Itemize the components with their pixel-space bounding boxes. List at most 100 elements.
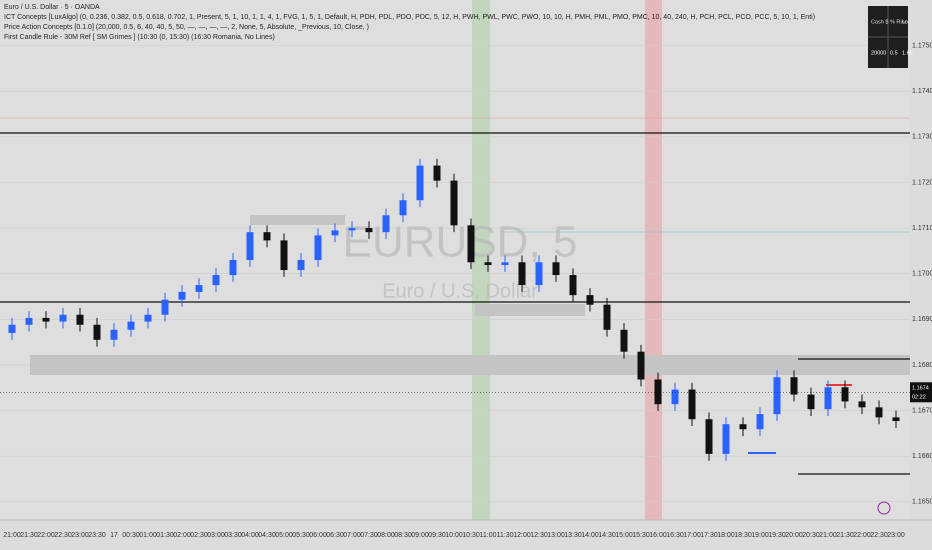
x-tick-label: 20:30: [802, 532, 820, 539]
x-tick-label: 18:00: [717, 532, 735, 539]
x-tick-label: 07:00: [343, 532, 361, 539]
candle-body: [195, 285, 203, 292]
candle-body: [331, 230, 339, 236]
candle-body: [620, 329, 628, 352]
x-tick-label: 03:30: [224, 532, 242, 539]
candle-body: [603, 304, 611, 330]
candle-body: [484, 262, 492, 266]
candle-body: [42, 317, 50, 322]
x-tick-label: 08:00: [377, 532, 395, 539]
candle-body: [586, 295, 594, 305]
x-tick-label: 05:30: [292, 532, 310, 539]
candle-body: [637, 351, 645, 380]
x-tick-label: 04:30: [258, 532, 276, 539]
x-tick-label: 02:00: [173, 532, 191, 539]
y-tick-label: 1.16500: [912, 499, 932, 506]
y-tick-label: 1.17200: [912, 179, 932, 186]
x-tick-label: 22:30: [54, 532, 72, 539]
y-tick-label: 1.17000: [912, 271, 932, 278]
candle-body: [314, 235, 322, 260]
x-tick-label: 16:00: [649, 532, 667, 539]
candle-body: [841, 387, 849, 402]
candle-body: [144, 314, 152, 322]
x-tick-label: 21:30: [20, 532, 38, 539]
x-tick-label: 22:00: [853, 532, 871, 539]
candle-body: [8, 324, 16, 333]
x-tick-label: 23:00: [887, 532, 905, 539]
x-tick-label: 12:00: [513, 532, 531, 539]
candle-body: [688, 389, 696, 420]
y-tick-label: 1.16900: [912, 316, 932, 323]
x-tick-label: 13:00: [547, 532, 565, 539]
y-tick-label: 1.17100: [912, 225, 932, 232]
candle-body: [399, 200, 407, 216]
x-tick-label: 09:00: [411, 532, 429, 539]
candle-body: [858, 401, 866, 408]
session-band: [472, 0, 490, 520]
table-header: % Risc: [890, 19, 907, 25]
candle-body: [212, 275, 220, 286]
x-tick-label: 14:00: [581, 532, 599, 539]
x-tick-label: 07:30: [360, 532, 378, 539]
candle-body: [93, 324, 101, 340]
candle-body: [654, 379, 662, 405]
x-tick-label: 17: [110, 532, 118, 539]
plot-area: [0, 0, 910, 520]
x-tick-label: 18:30: [734, 532, 752, 539]
y-tick-label: 1.17500: [912, 42, 932, 49]
x-tick-label: 15:30: [632, 532, 650, 539]
indicator-label: First Candle Rule - 30M Ref [ SM Grimes …: [4, 34, 275, 41]
candle-body: [348, 228, 356, 231]
candle-body: [178, 291, 186, 300]
x-tick-label: 22:00: [37, 532, 55, 539]
x-tick-label: 15:00: [615, 532, 633, 539]
x-tick-label: 11:00: [480, 532, 497, 539]
last-price-label: 1.1674: [912, 386, 929, 392]
x-tick-label: 20:00: [785, 532, 803, 539]
candle-body: [110, 329, 118, 340]
x-tick-label: 12:30: [530, 532, 548, 539]
y-tick-label: 1.16800: [912, 362, 932, 369]
x-tick-label: 06:30: [326, 532, 344, 539]
candle-body: [790, 377, 798, 395]
event-icon[interactable]: [877, 501, 891, 515]
candle-body: [433, 165, 441, 181]
candle-body: [773, 377, 781, 415]
watermark: EURUSD, 5: [343, 218, 578, 267]
x-tick-label: 22:30: [870, 532, 888, 539]
x-tick-label: 21:00: [3, 532, 21, 539]
zone: [250, 215, 345, 225]
y-tick-label: 1.17300: [912, 134, 932, 141]
x-tick-label: 21:30: [836, 532, 854, 539]
x-tick-label: 16:30: [666, 532, 684, 539]
x-tick-label: 04:00: [241, 532, 259, 539]
x-tick-label: 17:30: [700, 532, 718, 539]
countdown: 02:22: [912, 395, 926, 401]
zone: [475, 304, 585, 316]
candle-body: [739, 424, 747, 430]
x-tick-label: 19:00: [751, 532, 769, 539]
candle-body: [535, 262, 543, 286]
x-tick-label: 01:30: [156, 532, 174, 539]
watermark-sub: Euro / U.S. Dollar: [382, 280, 538, 302]
candle-body: [501, 262, 509, 266]
candle-body: [127, 321, 135, 330]
x-tick-label: 06:00: [309, 532, 327, 539]
x-tick-label: 13:30: [564, 532, 582, 539]
x-tick-label: 02:30: [190, 532, 208, 539]
candle-body: [892, 417, 900, 422]
candle-body: [365, 228, 373, 233]
candle-body: [756, 414, 764, 430]
y-tick-label: 1.16600: [912, 453, 932, 460]
candle-body: [25, 317, 33, 325]
x-tick-label: 11:30: [497, 532, 514, 539]
x-tick-label: 10:30: [462, 532, 480, 539]
candle-body: [382, 215, 390, 233]
price-axis: [910, 0, 932, 550]
x-tick-label: 05:00: [275, 532, 293, 539]
table-cell: 0.5: [890, 50, 898, 56]
table-header: Cash $: [871, 19, 888, 25]
x-tick-label: 08:30: [394, 532, 412, 539]
candle-body: [280, 240, 288, 271]
